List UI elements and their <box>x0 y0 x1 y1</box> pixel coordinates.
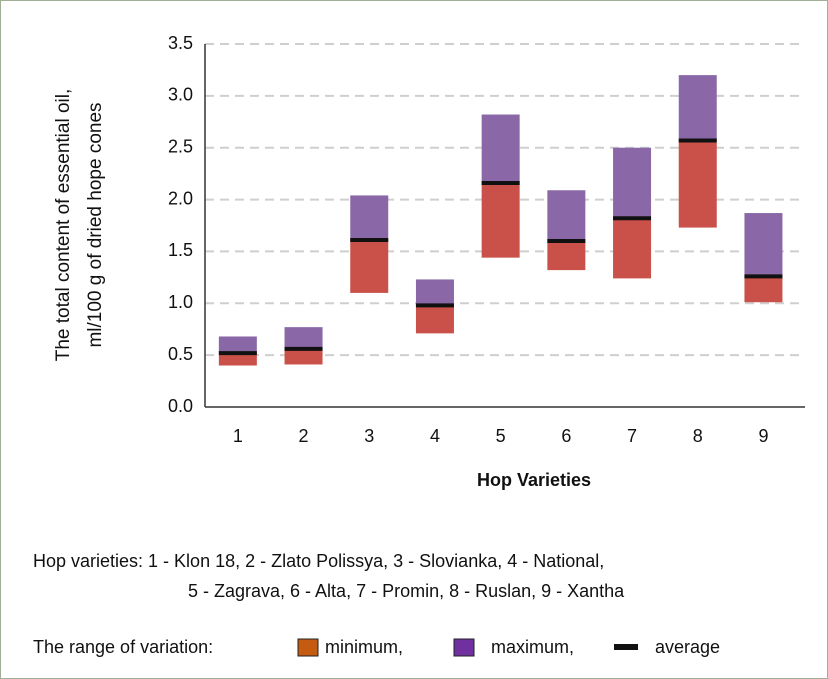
bar-lower <box>350 240 389 293</box>
bar-lower <box>744 276 783 303</box>
x-tick-label: 7 <box>627 426 637 446</box>
legend-label: minimum, <box>325 637 403 657</box>
x-tick-label: 4 <box>430 426 440 446</box>
y-tick-label: 2.5 <box>168 136 193 156</box>
bar-lower <box>415 305 454 334</box>
bar-lower <box>218 353 257 366</box>
bar-upper <box>218 336 257 354</box>
legend-swatch <box>614 644 638 650</box>
x-tick-label: 1 <box>233 426 243 446</box>
note: Hop varieties: 1 - Klon 18, 2 - Zlato Po… <box>33 551 604 571</box>
x-tick-label: 8 <box>693 426 703 446</box>
note: 5 - Zagrava, 6 - Alta, 7 - Promin, 8 - R… <box>188 581 625 601</box>
legend-label: maximum, <box>491 637 574 657</box>
y-tick-label: 1.0 <box>168 292 193 312</box>
y-tick-label: 0.0 <box>168 396 193 416</box>
bar-lower <box>547 241 586 271</box>
y-tick-label: 2.0 <box>168 188 193 208</box>
bar-upper <box>481 114 520 183</box>
bar-lower <box>613 218 652 279</box>
bar-upper <box>678 75 717 141</box>
x-tick-label: 9 <box>758 426 768 446</box>
x-tick-label: 3 <box>364 426 374 446</box>
x-axis-label: Hop Varieties <box>477 470 591 490</box>
bar-upper <box>415 279 454 306</box>
y-tick-label: 1.5 <box>168 240 193 260</box>
bar-upper <box>284 327 323 349</box>
bar-lower <box>284 348 323 365</box>
bar-upper <box>613 147 652 219</box>
bar-upper <box>547 190 586 242</box>
y-axis-label: The total content of essential oil, ml/1… <box>53 89 106 362</box>
bar-upper <box>744 213 783 277</box>
y-tick-label: 0.5 <box>168 344 193 364</box>
y-tick-label: 3.5 <box>168 33 193 53</box>
x-tick-label: 6 <box>561 426 571 446</box>
legend-swatch <box>453 638 475 657</box>
bar-lower <box>481 182 520 258</box>
x-tick-label: 5 <box>496 426 506 446</box>
legend-title: The range of variation: <box>33 637 213 657</box>
y-axis-label-line: The total content of essential oil, <box>53 89 74 362</box>
x-tick-label: 2 <box>299 426 309 446</box>
legend-label: average <box>655 637 720 657</box>
legend-swatch <box>297 638 319 657</box>
y-axis-label-line: ml/100 g of dried hope cones <box>85 102 106 347</box>
bar-upper <box>350 195 389 241</box>
y-tick-label: 3.0 <box>168 85 193 105</box>
bar-lower <box>678 140 717 228</box>
